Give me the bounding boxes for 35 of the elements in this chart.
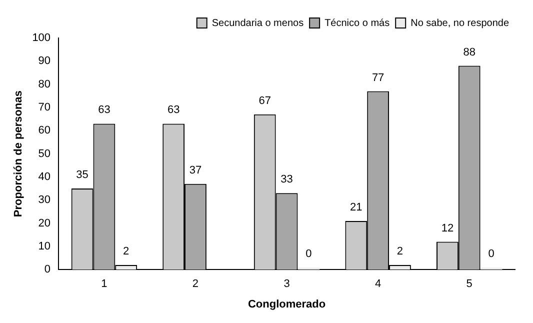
y-tick-label: 0 (44, 264, 51, 276)
data-label: 37 (189, 164, 202, 176)
data-label: 63 (98, 104, 110, 116)
x-tick-label: 4 (375, 278, 382, 290)
y-tick-label: 30 (38, 194, 51, 206)
data-label: 0 (488, 248, 494, 260)
data-label: 33 (280, 174, 293, 186)
y-tick-label: 40 (38, 170, 51, 183)
y-tick-label: 100 (32, 32, 51, 44)
data-label: 0 (306, 248, 312, 260)
x-tick-label: 3 (284, 278, 290, 290)
data-label: 88 (463, 46, 476, 58)
y-tick-label: 50 (38, 148, 51, 160)
legend-label: Técnico o más (324, 18, 390, 29)
legend-label: No sabe, no responde (410, 18, 510, 29)
y-tick-label: 20 (38, 217, 51, 230)
data-label: 63 (167, 104, 180, 116)
data-label: 77 (372, 72, 384, 84)
data-label: 67 (258, 94, 271, 107)
x-tick-label: 5 (466, 278, 472, 290)
legend-label: Secundaria o menos (212, 18, 304, 29)
x-tick-label: 2 (192, 278, 199, 290)
data-label: 2 (396, 246, 404, 258)
y-tick-label: 90 (38, 55, 51, 68)
data-label: 12 (441, 222, 454, 234)
y-tick-label: 80 (38, 78, 51, 90)
x-tick-label: 1 (101, 278, 108, 290)
data-label: 21 (350, 201, 362, 214)
data-label: 35 (76, 169, 88, 182)
y-tick-label: 70 (38, 102, 51, 114)
y-tick-label: 10 (38, 240, 51, 252)
y-tick-label: 60 (38, 124, 51, 137)
data-label: 2 (123, 246, 130, 258)
y-axis-title: Proporción de personas (12, 90, 25, 218)
x-axis-title: Conglomerado (248, 298, 326, 310)
